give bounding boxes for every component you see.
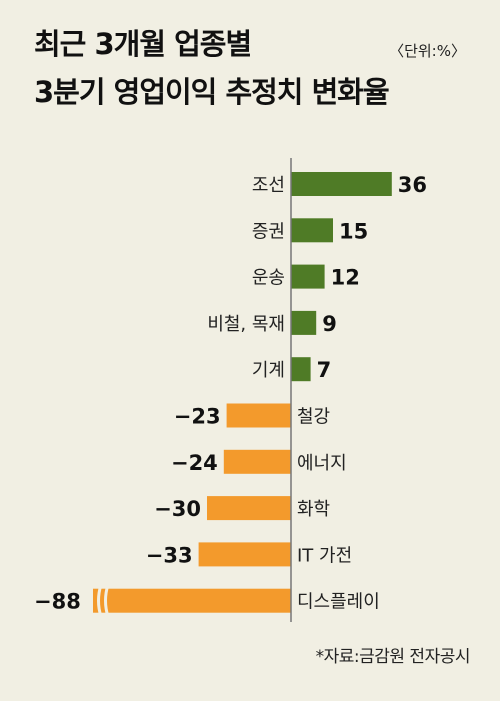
bar-2 <box>291 264 325 289</box>
bar-5 <box>226 403 291 428</box>
bar-9 <box>93 588 291 613</box>
bar-0 <box>291 172 392 196</box>
bar-1 <box>291 218 333 243</box>
value-label-4: 7 <box>317 358 332 382</box>
axis-break-mark-1 <box>104 584 110 618</box>
bar-8 <box>198 542 291 567</box>
category-label-4: 기계 <box>252 360 285 381</box>
axis-break-mark-0 <box>97 584 103 618</box>
category-label-8: IT 가전 <box>297 545 352 566</box>
bar-6 <box>223 449 291 474</box>
bar-3 <box>291 310 317 335</box>
category-label-2: 운송 <box>252 268 285 289</box>
value-label-5: −23 <box>174 405 221 429</box>
value-label-6: −24 <box>171 451 218 475</box>
value-label-7: −30 <box>154 497 201 521</box>
category-label-9: 디스플레이 <box>297 592 380 613</box>
value-label-9: −88 <box>34 590 81 614</box>
category-label-0: 조선 <box>252 175 285 196</box>
value-label-1: 15 <box>339 219 368 243</box>
bar-4 <box>291 357 311 382</box>
category-label-6: 에너지 <box>297 453 347 474</box>
category-label-7: 화학 <box>297 499 330 520</box>
category-label-3: 비철, 목재 <box>207 314 285 335</box>
category-label-5: 철강 <box>297 407 330 428</box>
title-line-2: 3분기 영업이익 추정치 변화율 <box>34 75 390 109</box>
value-label-3: 9 <box>322 312 337 336</box>
chart-title: 최근 3개월 업종별 3분기 영업이익 추정치 변화율 <box>34 20 390 116</box>
unit-label: 〈단위:%〉 <box>389 42 466 60</box>
value-label-0: 36 <box>398 173 427 197</box>
source-note: *자료:금감원 전자공시 <box>315 647 471 667</box>
value-label-2: 12 <box>331 266 360 290</box>
value-label-8: −33 <box>146 543 193 567</box>
category-label-1: 증권 <box>252 221 285 242</box>
bar-7 <box>207 496 291 521</box>
title-line-1: 최근 3개월 업종별 <box>34 27 252 61</box>
